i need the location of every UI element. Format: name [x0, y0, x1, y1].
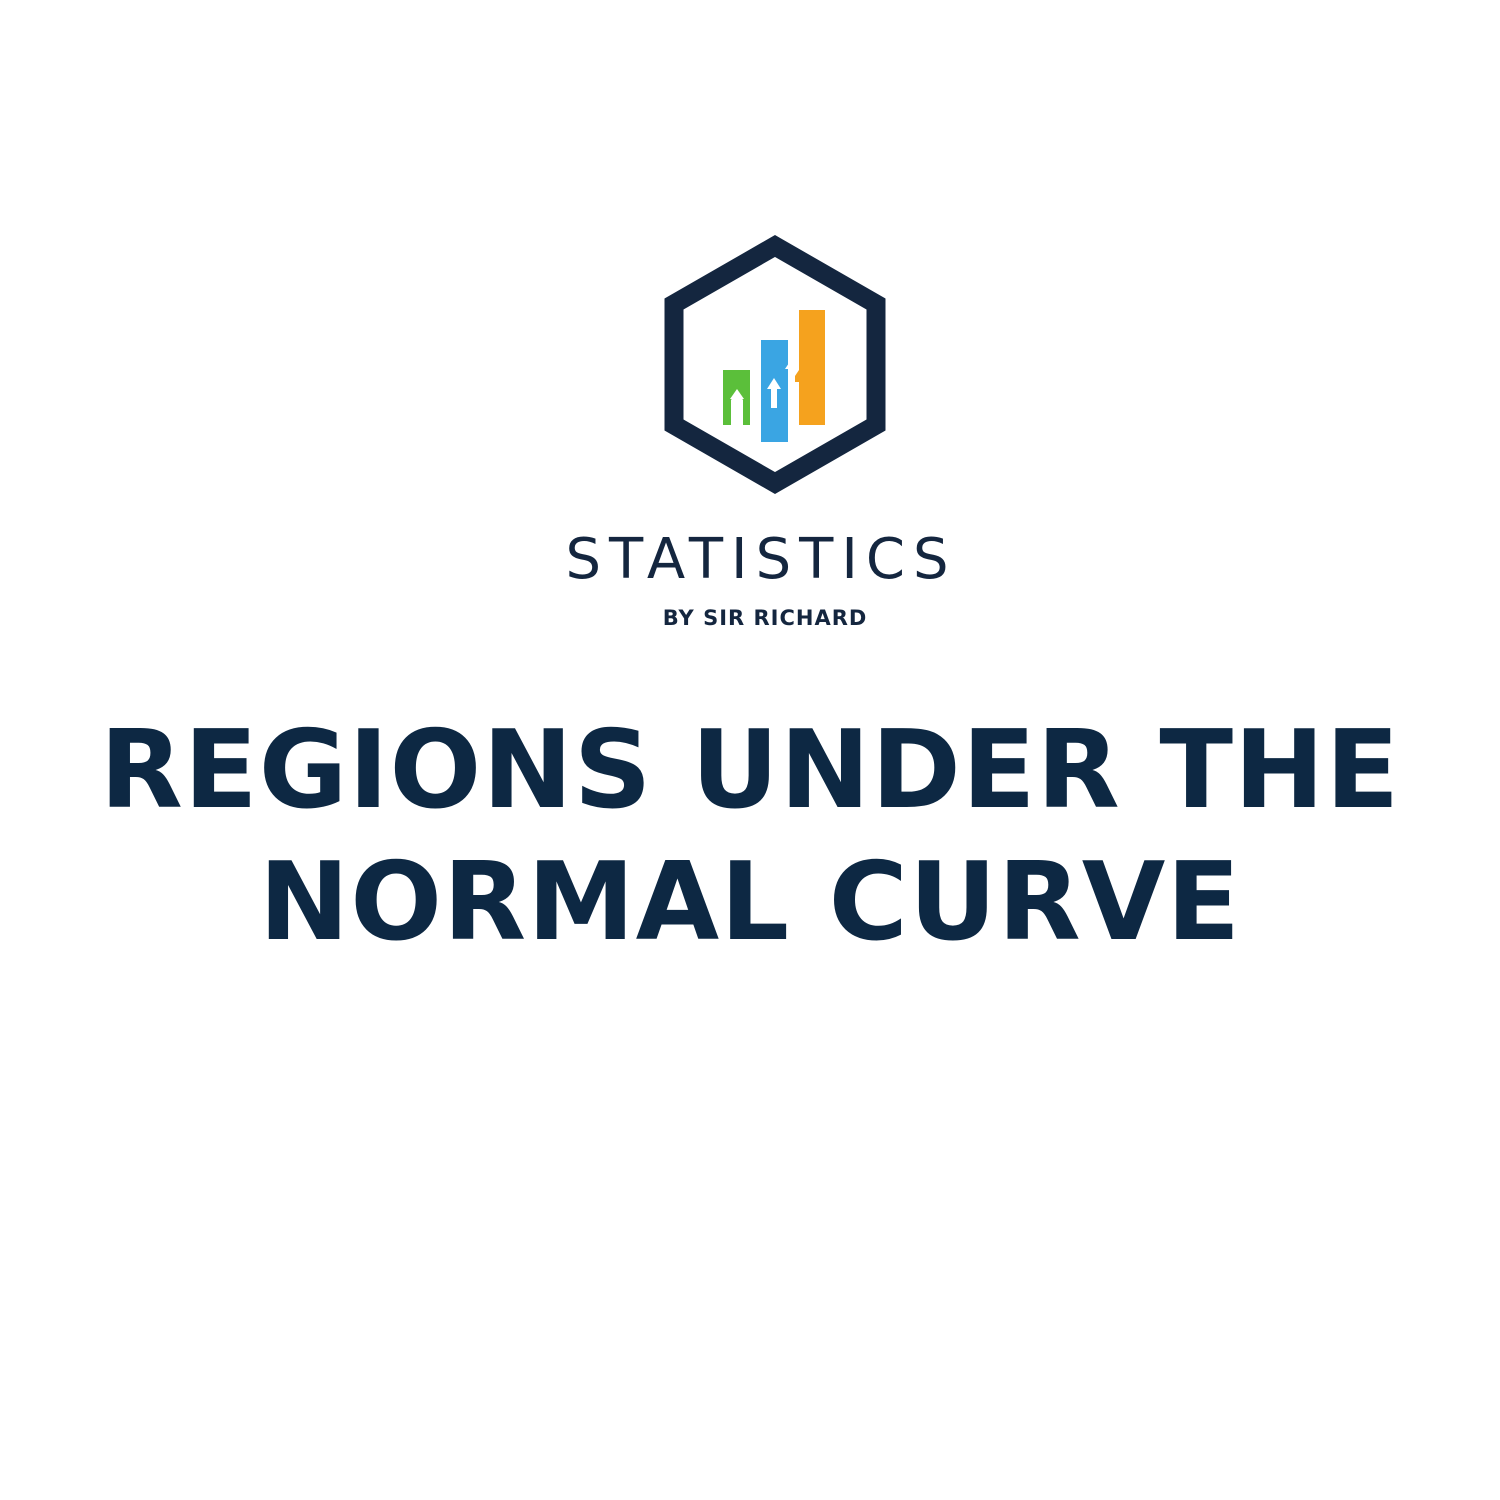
orange-bar	[791, 310, 825, 425]
green-bar	[723, 370, 750, 425]
brand-tagline: BY SIR RICHARD	[662, 606, 868, 630]
brand-name: STATISTICS	[565, 527, 957, 592]
hexagon-bar-chart-icon	[655, 232, 895, 497]
title-line-1: REGIONS UNDER THE	[99, 708, 1401, 833]
title-line-2: NORMAL CURVE	[258, 840, 1242, 965]
page-title: REGIONS UNDER THE NORMAL CURVE	[0, 705, 1500, 969]
